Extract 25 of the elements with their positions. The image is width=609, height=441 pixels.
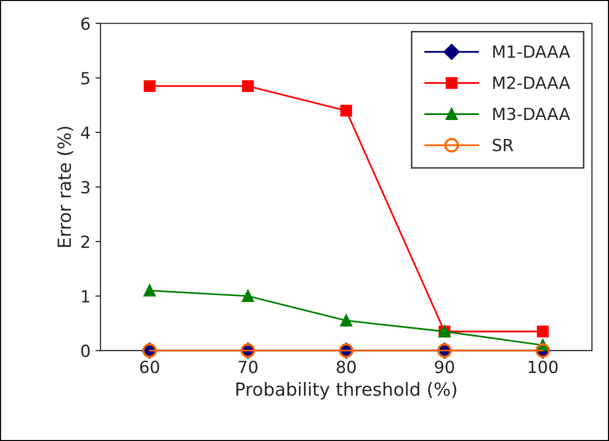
y-tick-label: 1 — [82, 290, 90, 302]
point — [536, 326, 549, 338]
legend-label: M1-DAAA — [493, 46, 570, 58]
point — [340, 104, 352, 117]
x-tick-label: 70 — [238, 360, 258, 374]
point — [144, 284, 156, 297]
y-tick-label: 2 — [81, 235, 90, 248]
legend-label: SR — [492, 138, 514, 152]
x-axis-title: Probability threshold (%) — [236, 382, 456, 400]
point — [242, 290, 254, 302]
y-tick-label: 6 — [81, 17, 90, 30]
x-tick-label: 60 — [140, 360, 160, 374]
point — [242, 80, 254, 92]
point — [144, 80, 156, 92]
x-tick-label: 100 — [528, 360, 558, 374]
x-tick-label: 80 — [336, 360, 356, 374]
y-tick-label: 0 — [81, 344, 90, 358]
y-tick-label: 3 — [81, 180, 90, 194]
legend-label: M2-DAAA — [493, 76, 570, 89]
legend-label: M3-DAAA — [493, 108, 570, 120]
x-tick-label: 90 — [434, 360, 454, 374]
point — [340, 314, 352, 327]
y-tick-label: 5 — [81, 72, 90, 84]
y-axis-title: Error rate (%) — [57, 126, 74, 247]
y-tick-label: 4 — [80, 126, 90, 139]
